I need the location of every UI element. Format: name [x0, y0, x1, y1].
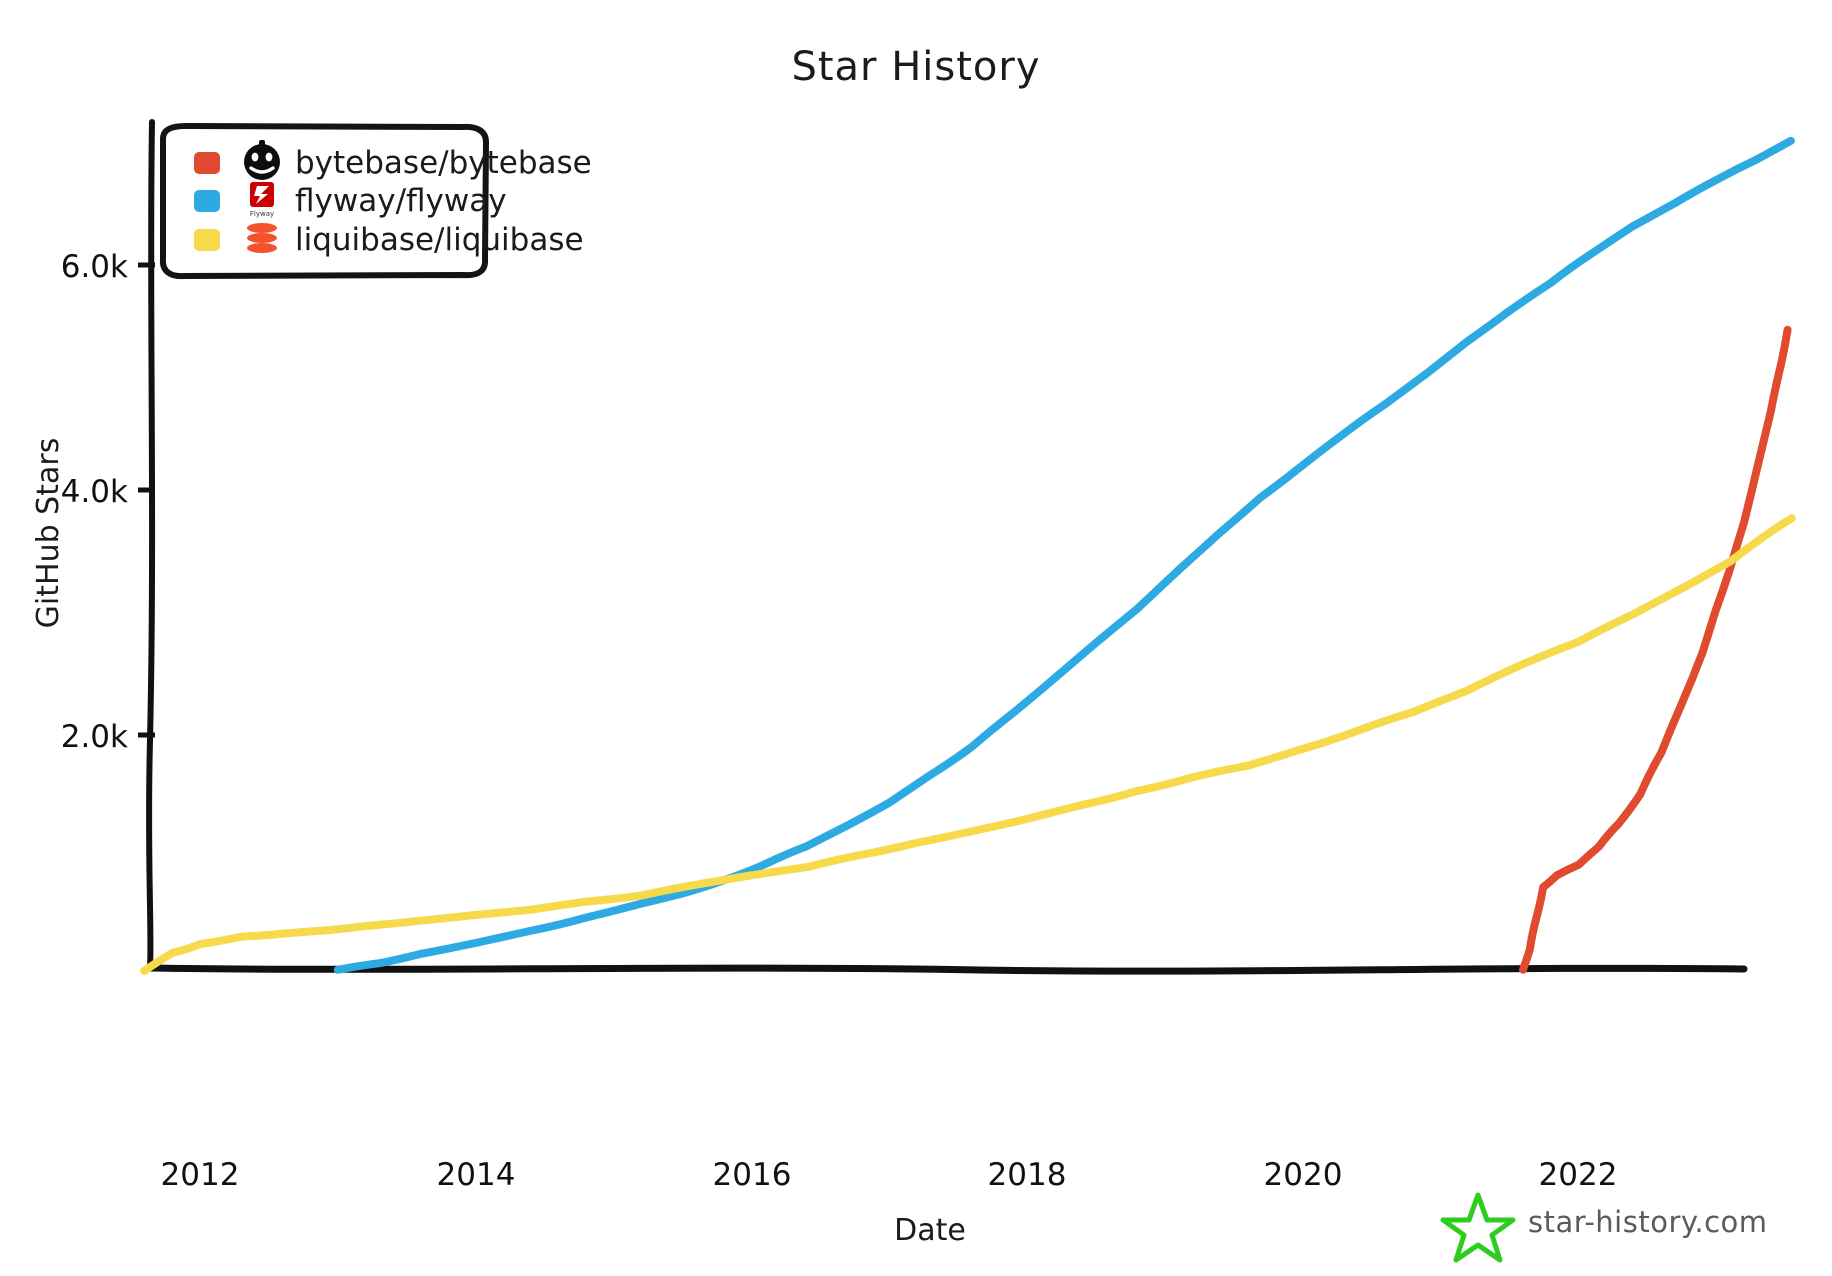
legend-swatch-bytebase	[194, 152, 220, 174]
star-icon	[1440, 1192, 1516, 1263]
legend-item-bytebase[interactable]: bytebase/bytebase	[194, 140, 592, 181]
y-tick-label-4000: 4.0k	[61, 474, 128, 510]
legend-background	[159, 123, 489, 280]
x-axis-title: Date	[894, 1213, 966, 1248]
series-line-bytebase	[1519, 325, 1792, 974]
series-layer	[140, 136, 1796, 975]
watermark[interactable]: star-history.com	[1440, 1192, 1768, 1263]
x-axis-line	[144, 964, 1748, 975]
legend-swatch-flyway	[194, 190, 220, 212]
y-tick-label-2000: 2.0k	[61, 719, 128, 755]
legend-item-liquibase[interactable]: liquibase/liquibase	[194, 222, 584, 258]
page-title: Star History	[791, 44, 1040, 90]
x-tick-label-2022: 2022	[1539, 1157, 1618, 1193]
liquibase-logo-icon	[247, 223, 277, 253]
y-axis-title: GitHub Stars	[31, 438, 66, 629]
x-tick-label-2014: 2014	[437, 1157, 516, 1193]
x-tick-label-2018: 2018	[988, 1157, 1067, 1193]
x-tick-label-2016: 2016	[713, 1157, 792, 1193]
series-line-flyway	[333, 136, 1795, 974]
watermark-label: star-history.com	[1528, 1205, 1768, 1239]
y-tick-label-6000: 6.0k	[61, 249, 128, 285]
legend-item-flyway[interactable]: Flyway flyway/flyway	[194, 182, 507, 219]
y-axis-line	[146, 119, 156, 971]
flyway-logo-icon: Flyway	[250, 182, 274, 218]
series-line-liquibase	[140, 514, 1796, 975]
x-tick-label-2020: 2020	[1264, 1157, 1343, 1193]
x-tick-label-2012: 2012	[161, 1157, 240, 1193]
legend-label-liquibase: liquibase/liquibase	[295, 222, 584, 258]
legend: bytebase/bytebase Flyway flyway/flyway	[159, 123, 592, 280]
legend-label-flyway: flyway/flyway	[295, 183, 507, 219]
legend-label-bytebase: bytebase/bytebase	[295, 145, 592, 181]
bytebase-logo-icon	[244, 140, 280, 180]
legend-swatch-liquibase	[194, 229, 220, 251]
svg-text:Flyway: Flyway	[250, 210, 274, 218]
